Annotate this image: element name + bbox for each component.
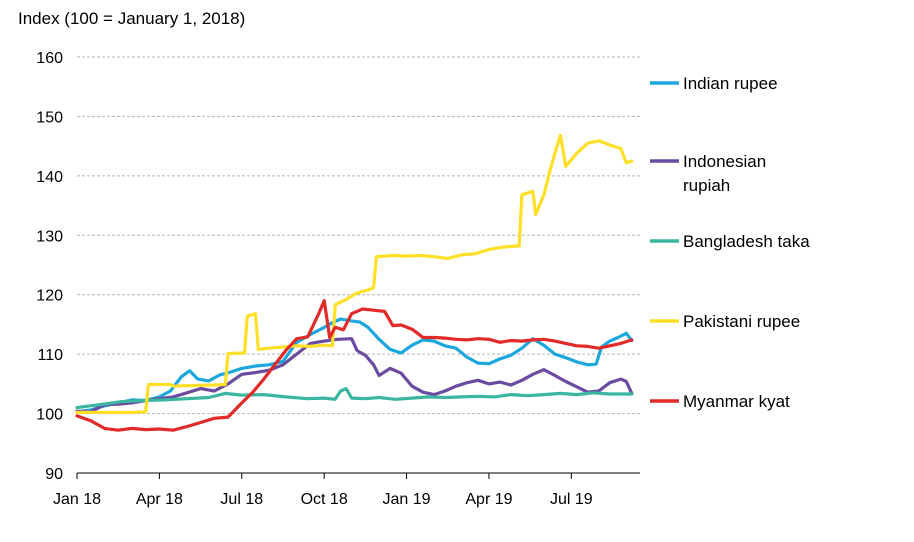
legend-label: Pakistani rupee [683, 312, 800, 331]
legend-label: Indian rupee [683, 74, 778, 93]
x-tick-label: Apr 19 [465, 491, 512, 508]
y-axis-title: Index (100 = January 1, 2018) [18, 9, 245, 28]
y-tick-label: 140 [36, 169, 63, 186]
series-line-bangladesh-taka [75, 387, 634, 410]
x-tick-label: Oct 18 [301, 491, 348, 508]
legend: Indian rupee Indonesian rupiah Bangladesh t… [650, 74, 810, 411]
series-line-myanmar-kyat [75, 299, 634, 432]
legend-label: Indonesian rupiah [683, 152, 766, 195]
x-tick-label: Jul 19 [550, 491, 593, 508]
series-lines [75, 133, 634, 432]
series-line-indonesian-rupiah [75, 337, 634, 414]
x-tick-label: Jan 19 [383, 491, 431, 508]
y-tick-label: 160 [36, 50, 63, 67]
x-axis-ticks: Jan 18 Apr 18 Jul 18 Oct 18 Jan 19 Apr 19 Jul … [53, 472, 640, 508]
x-tick-label: Apr 18 [136, 491, 183, 508]
y-axis-ticks: 90 100 110 120 130 140 150 160 [36, 50, 63, 483]
legend-label: Bangladesh taka [683, 232, 810, 251]
y-tick-label: 150 [36, 109, 63, 126]
y-tick-label: 90 [45, 466, 63, 483]
legend-label: Myanmar kyat [683, 392, 790, 411]
y-tick-label: 130 [36, 228, 63, 245]
y-tick-label: 110 [37, 347, 63, 364]
x-tick-label: Jan 18 [53, 491, 101, 508]
y-tick-label: 100 [36, 407, 63, 424]
series-line-indian-rupee [75, 317, 634, 414]
x-tick-label: Jul 18 [220, 491, 263, 508]
gridlines [77, 56, 640, 415]
series-line-pakistani-rupee [75, 133, 634, 414]
y-tick-label: 120 [36, 288, 63, 305]
